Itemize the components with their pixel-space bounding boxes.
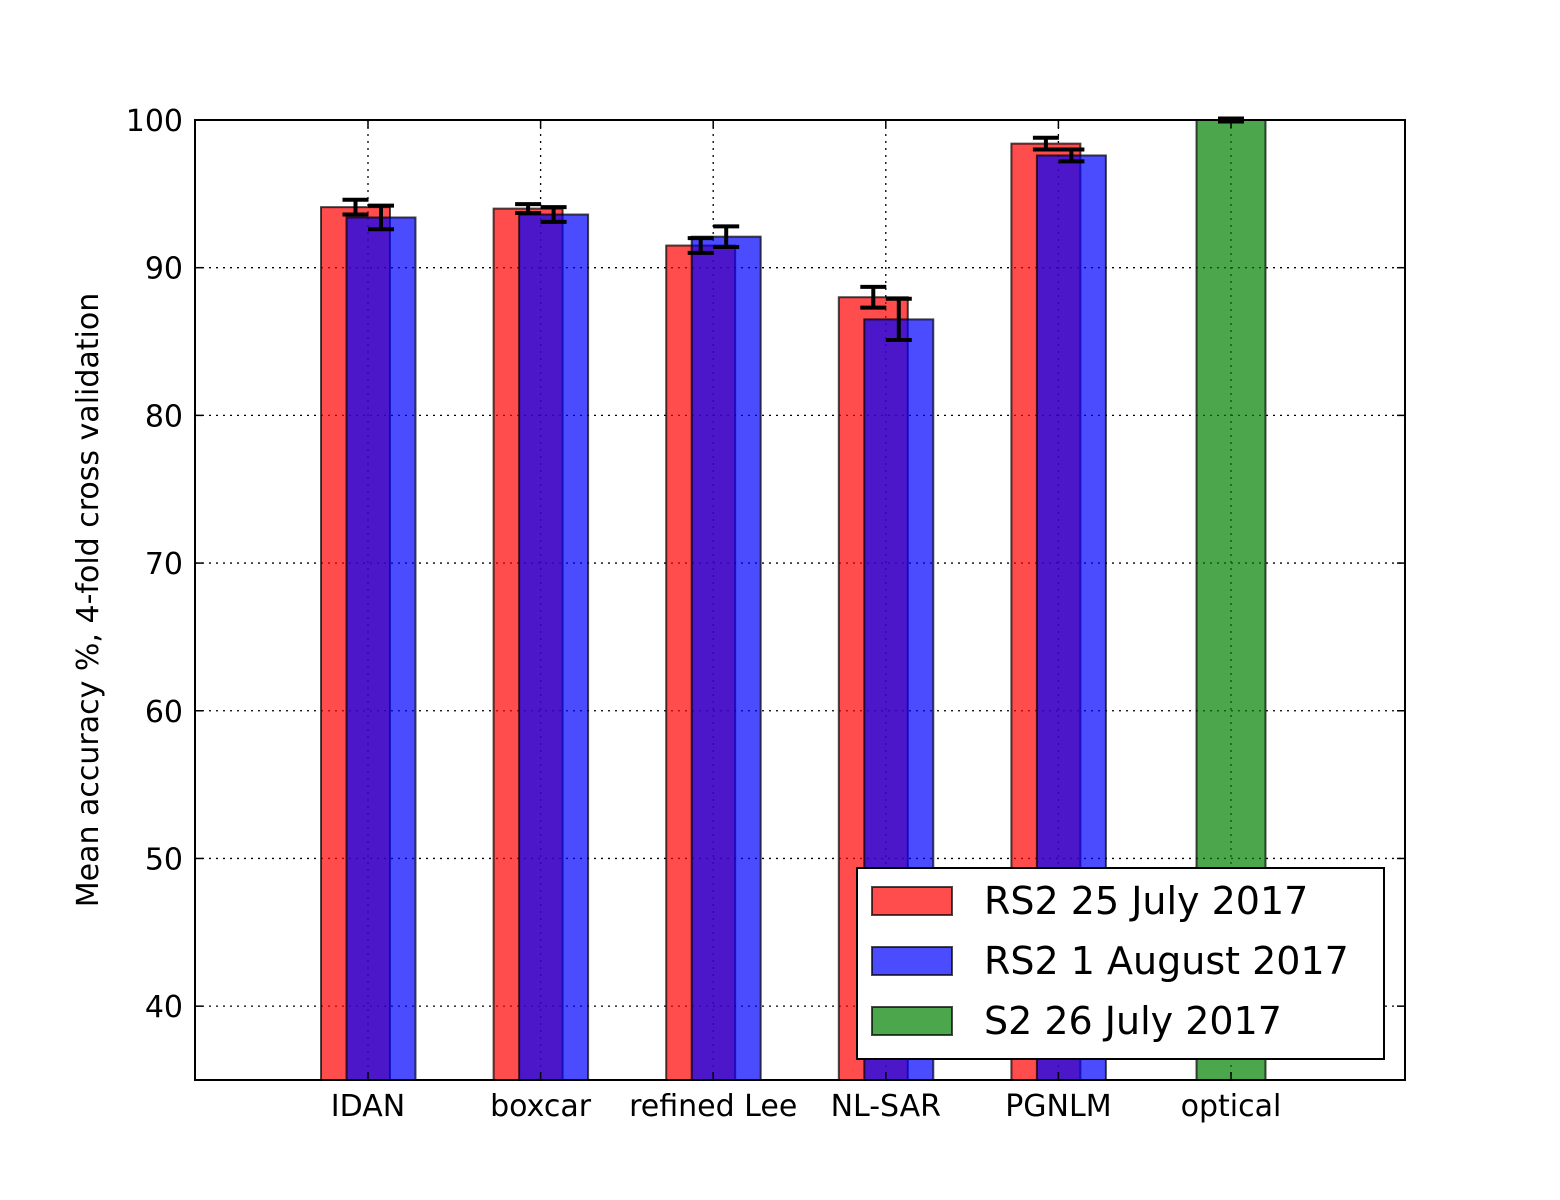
x-tick-label-optical: optical xyxy=(1181,1089,1282,1124)
y-tick-label: 70 xyxy=(145,547,183,582)
error-bar-rs2-25-july-2017-pgnlm xyxy=(1032,135,1059,152)
legend-swatch xyxy=(871,1006,953,1036)
legend: RS2 25 July 2017 RS2 1 August 2017 S2 26 J… xyxy=(856,867,1385,1060)
error-bar-rs2-1-august-2017-boxcar xyxy=(540,205,567,224)
bar-rs2-1-august-2017-idan xyxy=(345,216,417,1081)
error-bar-rs2-1-august-2017-idan xyxy=(368,203,394,232)
error-bar-rs2-25-july-2017-boxcar xyxy=(515,202,542,216)
legend-item-s2-26-july-2017: S2 26 July 2017 xyxy=(871,999,1282,1043)
error-bar-rs2-25-july-2017-nl-sar xyxy=(860,284,887,310)
error-bar-rs2-1-august-2017-pgnlm xyxy=(1058,147,1085,164)
legend-label: S2 26 July 2017 xyxy=(984,999,1282,1043)
x-tick-label-refined-lee: refined Lee xyxy=(629,1089,797,1124)
x-tick-label-idan: IDAN xyxy=(331,1089,405,1124)
y-axis-label: Mean accuracy %, 4-fold cross validation xyxy=(71,293,106,908)
y-tick-label: 100 xyxy=(126,104,183,139)
y-tick-label: 40 xyxy=(145,990,183,1025)
plot-frame xyxy=(194,119,1406,1081)
legend-swatch xyxy=(871,886,953,916)
y-tick-label: 80 xyxy=(145,399,183,434)
legend-item-rs2-1-august-2017: RS2 1 August 2017 xyxy=(871,939,1349,983)
x-tick-label-boxcar: boxcar xyxy=(490,1089,592,1124)
error-bar-rs2-1-august-2017-nl-sar xyxy=(885,296,912,343)
error-bars xyxy=(342,116,1244,343)
bar-rs2-1-august-2017-boxcar xyxy=(518,213,590,1081)
error-bar-rs2-25-july-2017-refined-lee xyxy=(687,236,714,255)
x-tick-label-nl-sar: NL-SAR xyxy=(831,1089,941,1124)
y-tick-label: 60 xyxy=(145,695,183,730)
legend-label: RS2 1 August 2017 xyxy=(984,939,1349,983)
x-tick-label-pgnlm: PGNLM xyxy=(1005,1089,1111,1124)
bar-rs2-1-august-2017-refined-lee xyxy=(690,235,762,1081)
y-tick-label: 90 xyxy=(145,252,183,287)
legend-item-rs2-25-july-2017: RS2 25 July 2017 xyxy=(871,879,1308,923)
error-bar-rs2-1-august-2017-refined-lee xyxy=(713,224,740,250)
y-tick-label: 50 xyxy=(145,842,183,877)
axis-ticks: 40 50 60 70 80 90 100 IDAN boxcar refined Lee NL-S… xyxy=(126,104,1405,1124)
error-bar-rs2-25-july-2017-idan xyxy=(342,197,369,217)
legend-label: RS2 25 July 2017 xyxy=(984,879,1308,923)
legend-swatch xyxy=(871,946,953,976)
